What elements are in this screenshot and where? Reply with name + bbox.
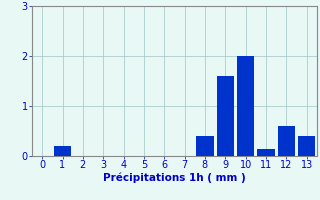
Bar — [257, 148, 275, 156]
Bar — [298, 136, 315, 156]
X-axis label: Précipitations 1h ( mm ): Précipitations 1h ( mm ) — [103, 173, 246, 183]
Bar — [278, 126, 295, 156]
Bar — [237, 56, 254, 156]
Bar — [196, 136, 213, 156]
Bar — [217, 76, 234, 156]
Bar — [54, 146, 71, 156]
